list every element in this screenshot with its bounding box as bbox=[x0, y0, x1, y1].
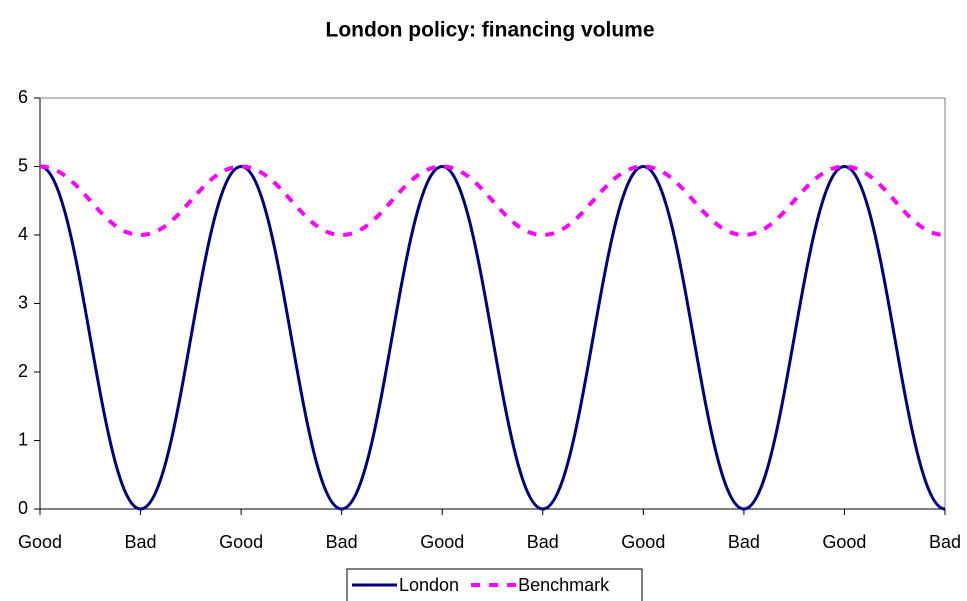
x-tick-label: Bad bbox=[125, 532, 157, 552]
y-tick-label: 0 bbox=[18, 498, 28, 518]
y-tick-label: 2 bbox=[18, 361, 28, 381]
x-tick-label: Good bbox=[420, 532, 464, 552]
x-tick-label: Good bbox=[219, 532, 263, 552]
y-tick-label: 5 bbox=[18, 155, 28, 175]
legend-label: London bbox=[399, 575, 459, 595]
x-tick-label: Good bbox=[621, 532, 665, 552]
chart-title: London policy: financing volume bbox=[326, 19, 655, 42]
x-tick-label: Bad bbox=[326, 532, 358, 552]
y-tick-label: 6 bbox=[18, 87, 28, 107]
y-tick-label: 4 bbox=[18, 224, 28, 244]
legend-label: Benchmark bbox=[518, 575, 610, 595]
x-tick-label: Good bbox=[18, 532, 62, 552]
y-tick-label: 3 bbox=[18, 292, 28, 312]
x-tick-label: Bad bbox=[527, 532, 559, 552]
line-series bbox=[39, 164, 946, 511]
plot-area bbox=[39, 97, 946, 510]
y-tick-label: 1 bbox=[18, 429, 28, 449]
x-tick-label: Good bbox=[822, 532, 866, 552]
x-tick-label: Bad bbox=[929, 532, 961, 552]
line-series bbox=[39, 164, 946, 238]
x-tick-label: Bad bbox=[728, 532, 760, 552]
